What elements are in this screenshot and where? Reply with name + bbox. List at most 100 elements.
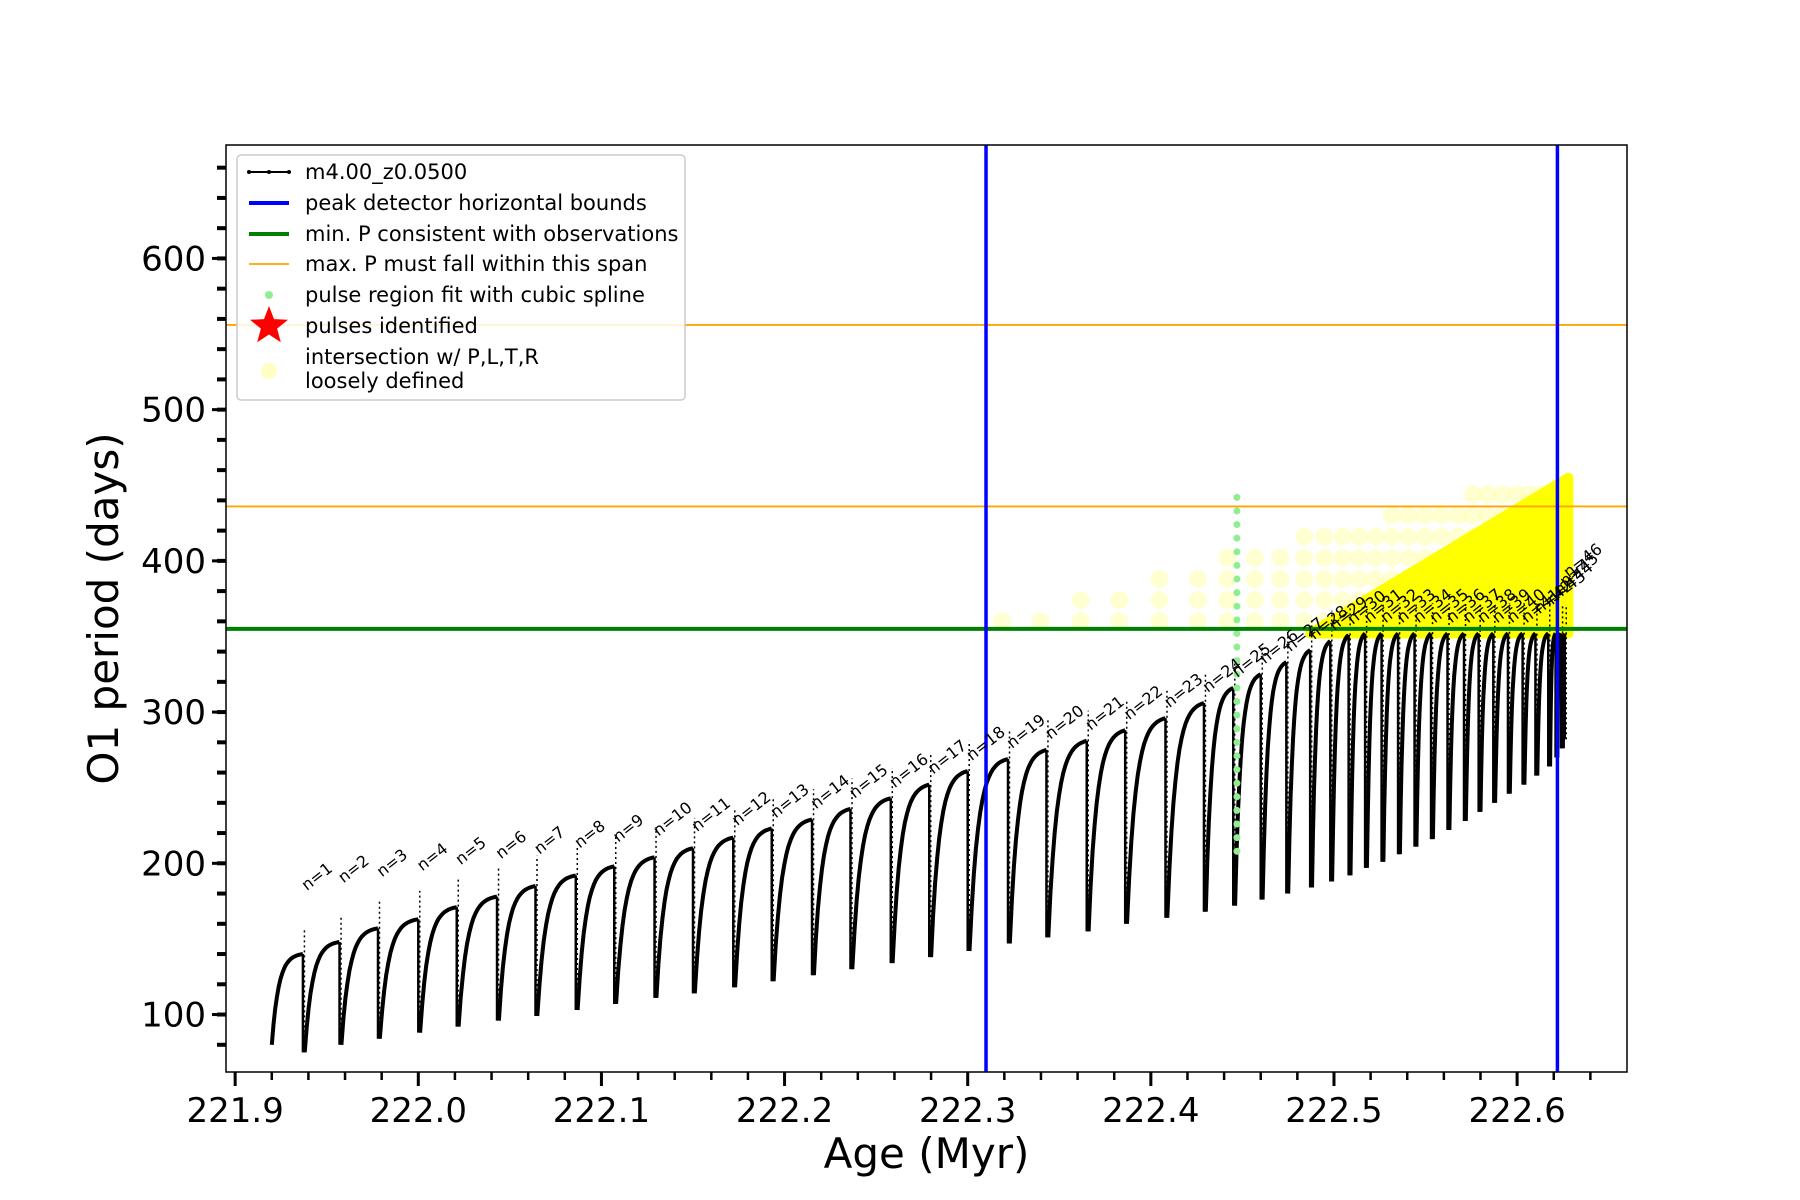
pulse-label: n=19 bbox=[1003, 710, 1049, 752]
loose-intersection-dot bbox=[1432, 506, 1451, 525]
spline-region-dot bbox=[1233, 534, 1241, 542]
loose-intersection-dot bbox=[1315, 527, 1334, 546]
pulse-cycle-curve bbox=[1203, 686, 1235, 912]
pulse-cycle-curve bbox=[1447, 631, 1466, 831]
loose-intersection-dot bbox=[1399, 506, 1418, 525]
y-tick-label: 100 bbox=[141, 996, 206, 1036]
pulse-cycle-curve bbox=[1507, 631, 1524, 794]
legend-label: min. P consistent with observations bbox=[305, 222, 678, 246]
pulse-label: n=14 bbox=[807, 771, 853, 813]
pulse-series bbox=[269, 603, 1567, 1053]
pulse-label: n=3 bbox=[373, 845, 411, 881]
pulse-cycle-curve bbox=[1535, 631, 1550, 776]
spline-region-dot bbox=[1233, 602, 1241, 610]
loose-intersection-dot bbox=[1110, 612, 1129, 631]
pulse-cycle-curve bbox=[1007, 747, 1048, 944]
loose-intersection-dot bbox=[1416, 527, 1435, 546]
pulse-label: n=22 bbox=[1120, 681, 1166, 723]
pulse-cycle-curve bbox=[377, 917, 419, 1039]
y-tick-label: 600 bbox=[141, 239, 206, 279]
loose-intersection-dot bbox=[1245, 591, 1264, 610]
pulse-cycle-curve bbox=[1260, 660, 1288, 900]
pulse-cycle-curve bbox=[850, 796, 892, 970]
spline-region-dot bbox=[1233, 806, 1241, 814]
loose-intersection-dot bbox=[1366, 527, 1385, 546]
legend-box bbox=[236, 154, 686, 401]
legend-label: intersection w/ P,L,T,R bbox=[305, 345, 539, 369]
y-tick-label: 300 bbox=[141, 693, 206, 733]
loose-intersection-dot bbox=[1350, 570, 1369, 589]
legend-label: m4.00_z0.0500 bbox=[305, 160, 467, 185]
x-tick-label: 221.9 bbox=[186, 1091, 283, 1131]
pulse-cycle-curve bbox=[1397, 631, 1416, 855]
x-tick-label: 222.4 bbox=[1102, 1091, 1199, 1131]
pulse-cycle-curve bbox=[1493, 631, 1510, 803]
pulse-label: n=2 bbox=[334, 851, 372, 887]
pulse-label: n=7 bbox=[530, 822, 568, 858]
loose-intersection-dot bbox=[1150, 570, 1169, 589]
loose-intersection-dot bbox=[1366, 548, 1385, 567]
pulse-cycle-curve bbox=[1478, 631, 1495, 812]
pulse-cycle-curve bbox=[418, 905, 458, 1033]
pulse-cycle-curve bbox=[1233, 672, 1262, 906]
loose-intersection-dot bbox=[1366, 570, 1385, 589]
y-tick-label: 400 bbox=[141, 542, 206, 582]
spline-region-dot bbox=[1233, 820, 1241, 828]
x-tick-label: 222.6 bbox=[1468, 1091, 1565, 1131]
loose-intersection-dot bbox=[1150, 591, 1169, 610]
legend-label: pulses identified bbox=[305, 314, 478, 338]
spline-region-dot bbox=[1233, 752, 1241, 760]
pulse-label: n=9 bbox=[609, 810, 647, 846]
loose-intersection-dot bbox=[1245, 570, 1264, 589]
loose-intersection-wedge bbox=[1305, 472, 1574, 639]
spline-region-dot bbox=[1233, 629, 1241, 637]
spline-region-dot bbox=[1233, 793, 1241, 801]
loose-intersection-dot bbox=[1507, 485, 1526, 504]
pulse-label: n=21 bbox=[1082, 692, 1128, 734]
spline-region-dot bbox=[1233, 698, 1241, 706]
spline-region-dot bbox=[1233, 548, 1241, 556]
x-tick-label: 222.3 bbox=[919, 1091, 1016, 1131]
legend-marker-dot bbox=[267, 170, 271, 174]
pulse-label: n=5 bbox=[452, 833, 490, 869]
loose-intersection-dot bbox=[1071, 591, 1090, 610]
pulse-cycle-curve bbox=[1414, 631, 1433, 847]
pulse-cycle-curve bbox=[811, 806, 851, 976]
spline-region-dot bbox=[1233, 779, 1241, 787]
loose-intersection-dot bbox=[1399, 527, 1418, 546]
pulse-cycle-curve bbox=[967, 757, 1009, 952]
pulse-label: n=20 bbox=[1041, 701, 1087, 743]
loose-intersection-dot bbox=[1071, 612, 1090, 631]
loose-intersection-dot bbox=[1188, 591, 1207, 610]
loose-intersection-dot bbox=[1463, 485, 1482, 504]
pulse-cycle-curve bbox=[771, 817, 813, 982]
legend-marker-dot bbox=[247, 170, 251, 174]
loose-intersection-dot bbox=[1333, 591, 1352, 610]
pulse-label: n=1 bbox=[298, 859, 336, 895]
pulse-cycle-curve bbox=[1310, 639, 1332, 888]
loose-intersection-dot bbox=[1315, 548, 1334, 567]
pulse-cycle-curve bbox=[929, 769, 969, 958]
legend-marker-star bbox=[250, 306, 288, 343]
pulse-cycle-curve bbox=[1046, 738, 1088, 938]
loose-intersection-dot bbox=[1218, 612, 1237, 631]
x-tick-label: 222.2 bbox=[736, 1091, 833, 1131]
pulse-cycle-curve bbox=[614, 855, 655, 1005]
legend-label: peak detector horizontal bounds bbox=[305, 191, 647, 215]
pulse-cycle-curve bbox=[890, 782, 930, 964]
loose-intersection-dot bbox=[1333, 527, 1352, 546]
pulse-cycle-curve bbox=[1430, 631, 1449, 840]
pulse-cycle-curve bbox=[1522, 631, 1537, 785]
pulse-label: n=6 bbox=[492, 827, 530, 863]
pulse-cycle-curve bbox=[1286, 648, 1312, 894]
loose-intersection-dot bbox=[1110, 591, 1129, 610]
loose-intersection-dot bbox=[1350, 548, 1369, 567]
loose-intersection-dot bbox=[1333, 548, 1352, 567]
spline-region-dot bbox=[1233, 643, 1241, 651]
loose-intersection-dot bbox=[1333, 570, 1352, 589]
y-axis-title: O1 period (days) bbox=[79, 432, 128, 784]
y-tick-label: 200 bbox=[141, 844, 206, 884]
spline-region-dot bbox=[1233, 766, 1241, 774]
pulse-cycle-curve bbox=[1330, 633, 1350, 882]
loose-intersection-dot bbox=[1478, 485, 1497, 504]
